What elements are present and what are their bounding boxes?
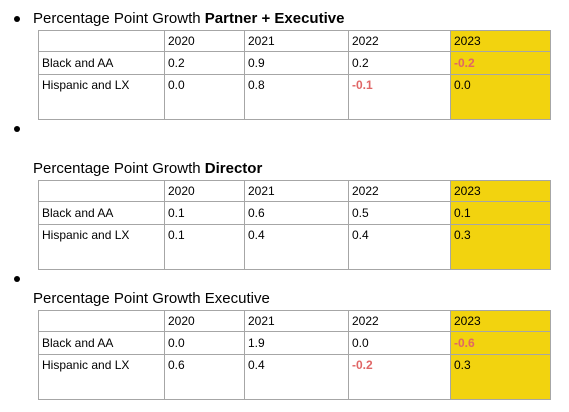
row-label: Black and AA (38, 51, 165, 75)
header-empty-cell (38, 310, 165, 332)
year-header-highlighted: 2023 (450, 30, 551, 52)
header-empty-cell (38, 30, 165, 52)
value-cell: 0.2 (348, 51, 451, 75)
row-label: Black and AA (38, 331, 165, 355)
section-heading-executive: Percentage Point Growth Executive (33, 290, 270, 307)
row-label: Black and AA (38, 201, 165, 225)
section-heading-director: Percentage Point Growth Director (33, 160, 263, 177)
table-header-row: 2020 2021 2022 2023 (38, 30, 551, 52)
value-cell: 0.1 (450, 201, 551, 225)
value-cell: 0.5 (348, 201, 451, 225)
row-label: Hispanic and LX (38, 74, 165, 120)
value-cell-negative: -0.6 (450, 331, 551, 355)
value-cell: 0.4 (244, 224, 349, 270)
row-label: Hispanic and LX (38, 224, 165, 270)
growth-table-partner-executive: 2020 2021 2022 2023 Black and AA 0.2 0.9… (38, 30, 551, 120)
year-header: 2020 (164, 310, 245, 332)
value-cell: 0.3 (450, 354, 551, 400)
bullet-icon (14, 16, 20, 22)
value-cell: 0.9 (244, 51, 349, 75)
table-header-row: 2020 2021 2022 2023 (38, 310, 551, 332)
year-header: 2021 (244, 30, 349, 52)
bullet-icon (14, 276, 20, 282)
year-header: 2022 (348, 310, 451, 332)
year-header: 2021 (244, 310, 349, 332)
value-cell: 0.4 (244, 354, 349, 400)
year-header: 2022 (348, 180, 451, 202)
value-cell: 0.6 (244, 201, 349, 225)
row-label: Hispanic and LX (38, 354, 165, 400)
value-cell: 0.0 (450, 74, 551, 120)
value-cell: 0.3 (450, 224, 551, 270)
section-heading-partner-executive: Percentage Point Growth Partner + Execut… (33, 10, 345, 27)
table-row: Hispanic and LX 0.6 0.4 -0.2 0.3 (38, 354, 551, 400)
growth-table-executive: 2020 2021 2022 2023 Black and AA 0.0 1.9… (38, 310, 551, 400)
table-header-row: 2020 2021 2022 2023 (38, 180, 551, 202)
value-cell: 0.0 (164, 331, 245, 355)
value-cell: 1.9 (244, 331, 349, 355)
year-header: 2020 (164, 30, 245, 52)
bullet-icon (14, 126, 20, 132)
value-cell: 0.1 (164, 201, 245, 225)
year-header-highlighted: 2023 (450, 310, 551, 332)
value-cell: 0.4 (348, 224, 451, 270)
value-cell: 0.1 (164, 224, 245, 270)
year-header: 2020 (164, 180, 245, 202)
table-row: Hispanic and LX 0.0 0.8 -0.1 0.0 (38, 74, 551, 120)
value-cell-negative: -0.2 (450, 51, 551, 75)
growth-table-director: 2020 2021 2022 2023 Black and AA 0.1 0.6… (38, 180, 551, 270)
table-row: Black and AA 0.0 1.9 0.0 -0.6 (38, 331, 551, 355)
table-row: Black and AA 0.2 0.9 0.2 -0.2 (38, 51, 551, 75)
year-header: 2022 (348, 30, 451, 52)
value-cell: 0.6 (164, 354, 245, 400)
value-cell: 0.2 (164, 51, 245, 75)
value-cell-negative: -0.1 (348, 74, 451, 120)
year-header-highlighted: 2023 (450, 180, 551, 202)
table-row: Hispanic and LX 0.1 0.4 0.4 0.3 (38, 224, 551, 270)
value-cell: 0.0 (164, 74, 245, 120)
table-row: Black and AA 0.1 0.6 0.5 0.1 (38, 201, 551, 225)
value-cell: 0.0 (348, 331, 451, 355)
year-header: 2021 (244, 180, 349, 202)
value-cell: 0.8 (244, 74, 349, 120)
value-cell-negative: -0.2 (348, 354, 451, 400)
header-empty-cell (38, 180, 165, 202)
